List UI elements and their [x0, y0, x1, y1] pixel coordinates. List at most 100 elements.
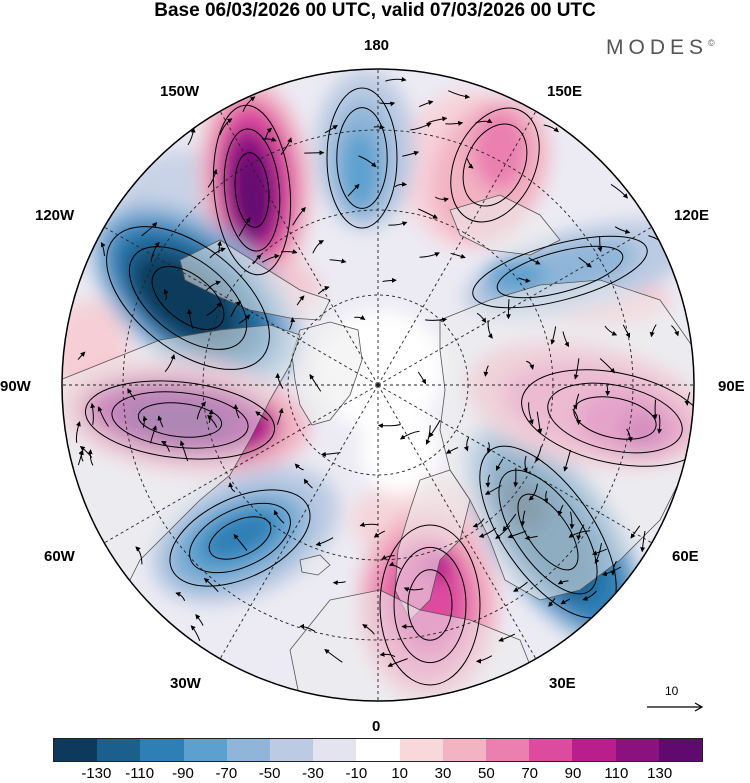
wind-vector [548, 597, 556, 607]
wind-vector [382, 277, 397, 283]
greenland-coast [291, 321, 363, 426]
wind-vector [207, 168, 218, 188]
wind-vector [317, 285, 330, 295]
streamline-loop [462, 123, 528, 207]
wind-vector [557, 579, 569, 585]
wind-vector [175, 591, 186, 601]
wind-vector [233, 533, 248, 551]
wind-vector [78, 449, 84, 462]
wind-vector [569, 511, 575, 530]
wind-vector [630, 525, 641, 539]
wind-vector [354, 315, 366, 320]
wind-vector [560, 598, 571, 605]
streamline-loop [111, 391, 249, 449]
colorbar-tick-label: -70 [215, 765, 238, 782]
lon-label-120e: 120E [674, 207, 710, 224]
colorbar-swatch [270, 739, 314, 761]
alaska-coast [179, 239, 331, 321]
wind-vector [164, 353, 176, 373]
wind-vector [610, 560, 617, 576]
wind-vector [562, 331, 570, 348]
wind-vector [498, 633, 516, 642]
wind-vector [373, 124, 385, 130]
reference-vector-label: 10 [665, 684, 679, 698]
streamline-loop [223, 128, 281, 252]
wind-vector [528, 257, 541, 265]
colorbar-tick-label: -90 [172, 765, 194, 782]
wind-vector [320, 451, 341, 457]
colorbar-tick-labels: -130 -110 -90 -70 -50 -30 -10 10 30 50 70 90 110 130 [0, 765, 750, 783]
map-boundary [61, 68, 695, 702]
lon-label-0: 0 [372, 718, 381, 735]
wind-vector [568, 530, 591, 538]
wind-vector [476, 312, 487, 324]
wind-vector [195, 614, 204, 626]
streamline-loop [498, 469, 598, 595]
wind-vector [394, 181, 408, 188]
streamline-loop [521, 369, 694, 467]
wind-vector [276, 407, 284, 425]
wind-vector [379, 651, 396, 658]
lon-label-30e: 30E [549, 675, 576, 692]
streamline-loop [151, 266, 225, 330]
streamline-loop [84, 380, 276, 460]
wind-vector [526, 360, 535, 370]
wind-vector [288, 317, 296, 330]
wind-vector [388, 221, 408, 227]
wind-vector [483, 365, 489, 377]
wind-vector [255, 411, 269, 421]
wind-vector [79, 445, 93, 458]
wind-vector [273, 509, 285, 524]
lon-label-60w: 60W [44, 548, 75, 565]
wind-vector [640, 530, 646, 553]
streamline-loop [234, 152, 270, 228]
wind-vector [97, 406, 109, 427]
wind-vector [275, 372, 284, 389]
colorbar [53, 738, 703, 762]
streamline-loop [407, 569, 453, 641]
wind-vector [557, 504, 564, 516]
wind-vector [495, 458, 504, 471]
wind-vector [312, 240, 325, 254]
wind-vector [163, 288, 169, 301]
wind-vector [387, 658, 408, 667]
wind-vector [505, 299, 511, 320]
wind-vector [299, 623, 316, 632]
wind-vector [445, 120, 464, 126]
colorbar-swatch [140, 739, 184, 761]
wind-vector [535, 445, 542, 463]
wind-vector [205, 280, 222, 292]
wind-vector [87, 449, 94, 466]
colorbar-tick-label: 10 [391, 765, 408, 782]
wind-vector [578, 257, 592, 268]
wind-vector [543, 124, 559, 133]
streamline-loop [169, 489, 311, 587]
wind-vector [359, 522, 379, 528]
wind-vector [238, 314, 251, 324]
colorbar-tick-label: -30 [302, 765, 324, 782]
colorbar-swatch [529, 739, 573, 761]
streamline-loop [326, 87, 398, 229]
wind-vector [347, 183, 360, 197]
wind-vector [304, 150, 325, 156]
wind-vector [385, 76, 407, 82]
wind-vector [536, 411, 543, 434]
colorbar-swatch [486, 739, 530, 761]
wind-vector [329, 258, 347, 264]
wind-vector [418, 208, 438, 219]
wind-vector [230, 300, 241, 317]
wind-vector [502, 513, 517, 532]
wind-vector [187, 127, 196, 146]
wind-vector [524, 535, 538, 541]
streamline-loop [336, 107, 388, 209]
wind-vector [601, 566, 622, 577]
brand-mark: © [708, 38, 715, 48]
anomaly-negative [342, 130, 378, 210]
wind-vector [418, 100, 434, 108]
wind-vector [626, 428, 633, 443]
colorbar-tick-label: 110 [604, 765, 629, 782]
wind-vector [233, 404, 240, 419]
wind-vector [475, 118, 493, 124]
anomaly-negative [133, 254, 237, 346]
colorbar-swatch [183, 739, 227, 761]
